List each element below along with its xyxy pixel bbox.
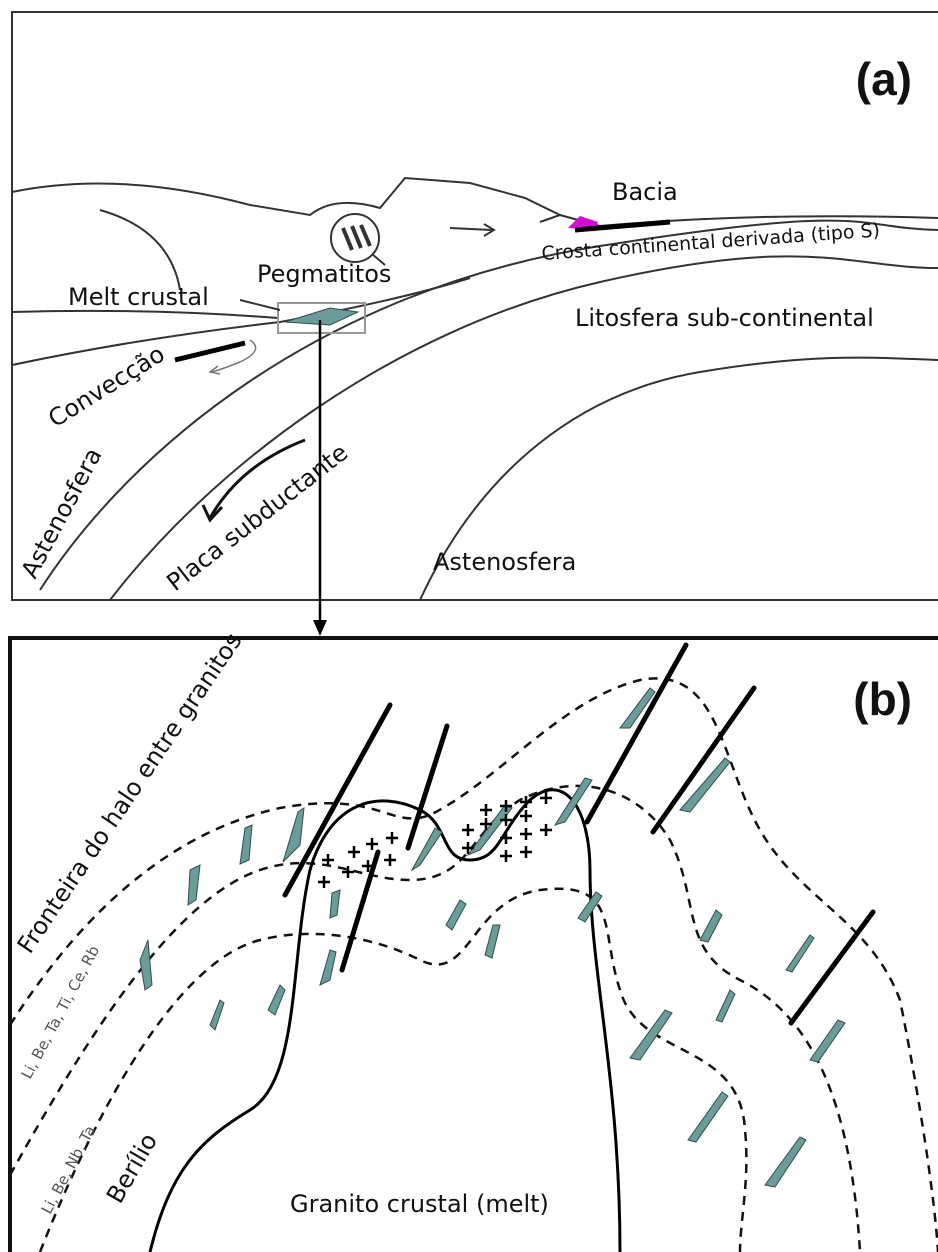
label: Berílio [101, 1128, 163, 1208]
lens [786, 935, 814, 972]
slab-top [40, 221, 938, 590]
lens [716, 990, 735, 1022]
panel-a: (a) Bacia Crosta continental derivada (t… [12, 12, 938, 600]
panel-label: (b) [853, 673, 912, 725]
lens [140, 940, 152, 990]
label: Pegmatitos [257, 260, 391, 288]
lens [700, 910, 722, 942]
leader [240, 300, 280, 310]
fault [791, 912, 873, 1023]
connector-head [313, 620, 327, 636]
figure: (a) Bacia Crosta continental derivada (t… [0, 0, 938, 1252]
tick [540, 215, 560, 222]
hill [100, 210, 180, 290]
lens [210, 1000, 224, 1030]
lens [485, 925, 500, 958]
label: Astenosfera [16, 443, 108, 583]
lens [283, 808, 304, 862]
lens [268, 985, 285, 1015]
panel-label: (a) [856, 53, 912, 105]
moho [12, 311, 278, 318]
panel-b: (b) Fronteira do halo entre granitos Li,… [10, 627, 938, 1252]
convection-line [175, 343, 245, 360]
label: Li, Be, Nb, Ta [38, 1123, 100, 1217]
label: Granito crustal (melt) [290, 1190, 549, 1218]
lens [810, 1020, 845, 1062]
lens [412, 828, 442, 870]
label: Melt crustal [68, 283, 209, 311]
lens [446, 900, 466, 930]
lens [320, 950, 336, 985]
lens [330, 890, 340, 918]
label: Placa subductante [161, 438, 353, 596]
melt-lens [285, 308, 358, 325]
arrow [450, 224, 494, 236]
label: Fronteira do halo entre granitos [12, 627, 248, 958]
label: Astenosfera [433, 548, 576, 576]
fault [587, 645, 686, 822]
label: Bacia [612, 178, 678, 206]
lens [765, 1137, 806, 1187]
lens [688, 1092, 728, 1142]
lens [188, 865, 200, 905]
lens [630, 1010, 672, 1060]
label: Convecção [43, 340, 169, 433]
surface [12, 178, 938, 226]
label: Litosfera sub-continental [575, 304, 874, 332]
lens [240, 825, 252, 864]
fault [653, 688, 754, 832]
label: Li, Be, Ta, Ti, Ce, Rb [18, 943, 103, 1082]
page: (a) Bacia Crosta continental derivada (t… [0, 0, 938, 1252]
faults [285, 645, 873, 1023]
pegmatite-bodies [343, 225, 370, 250]
